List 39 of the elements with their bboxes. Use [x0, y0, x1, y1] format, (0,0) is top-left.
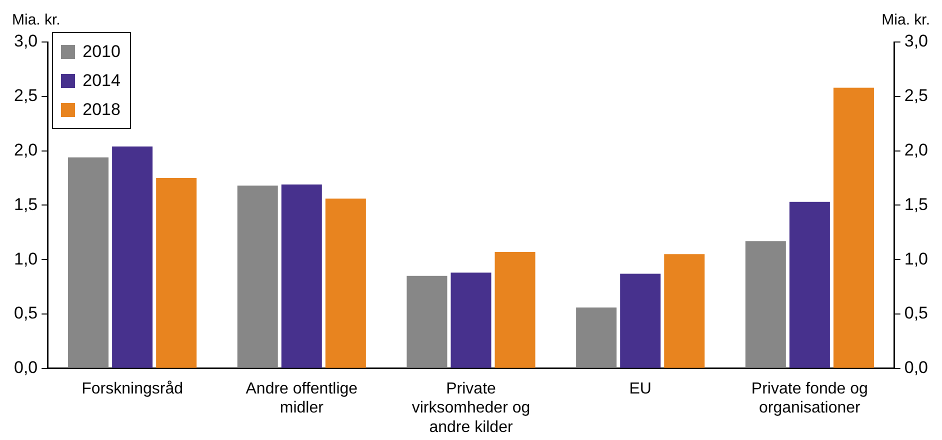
bar — [833, 88, 874, 368]
y2-tick-label: 1,0 — [904, 249, 928, 268]
bar — [745, 241, 786, 368]
legend-label: 2018 — [82, 100, 120, 120]
bar — [325, 198, 366, 368]
x-tick-label: Andre offentlige midler — [246, 380, 358, 417]
x-tick-label: Private fonde og organisationer — [751, 380, 868, 417]
y-tick-label: 3,0 — [14, 32, 38, 51]
y2-tick-label: 0,5 — [904, 304, 928, 323]
bar — [281, 184, 322, 368]
legend-label: 2010 — [82, 42, 120, 62]
bar — [156, 178, 197, 368]
bar — [68, 157, 109, 368]
bar — [406, 276, 448, 368]
bar — [576, 307, 617, 368]
x-tick-label: EU — [629, 380, 652, 398]
legend-label: 2014 — [82, 70, 120, 90]
bar — [450, 272, 492, 368]
y2-tick-label: 2,5 — [904, 86, 928, 106]
y2-tick-label: 0,0 — [904, 358, 928, 378]
y-tick-label: 2,0 — [14, 140, 38, 160]
x-tick-label: Forskningsråd — [82, 380, 183, 398]
y-axis-title: Mia. kr. — [12, 12, 60, 29]
x-tick-label: Private virksomheder og andre kilder — [412, 380, 530, 436]
y-tick-label: 0,0 — [14, 358, 38, 378]
y2-tick-label: 2,0 — [904, 140, 928, 160]
y2-tick-label: 1,5 — [904, 194, 928, 214]
bar — [789, 202, 830, 368]
y2-tick-label: 3,0 — [904, 32, 928, 51]
bar — [620, 274, 661, 368]
y2-axis-title: Mia. kr. — [882, 12, 930, 29]
bar — [112, 146, 153, 368]
bar — [664, 254, 705, 368]
y-tick-label: 1,0 — [14, 249, 38, 268]
y-tick-label: 1,5 — [14, 194, 38, 214]
bar — [237, 186, 278, 368]
bar — [494, 252, 536, 368]
y-tick-label: 2,5 — [14, 86, 38, 106]
y-tick-label: 0,5 — [14, 304, 38, 323]
